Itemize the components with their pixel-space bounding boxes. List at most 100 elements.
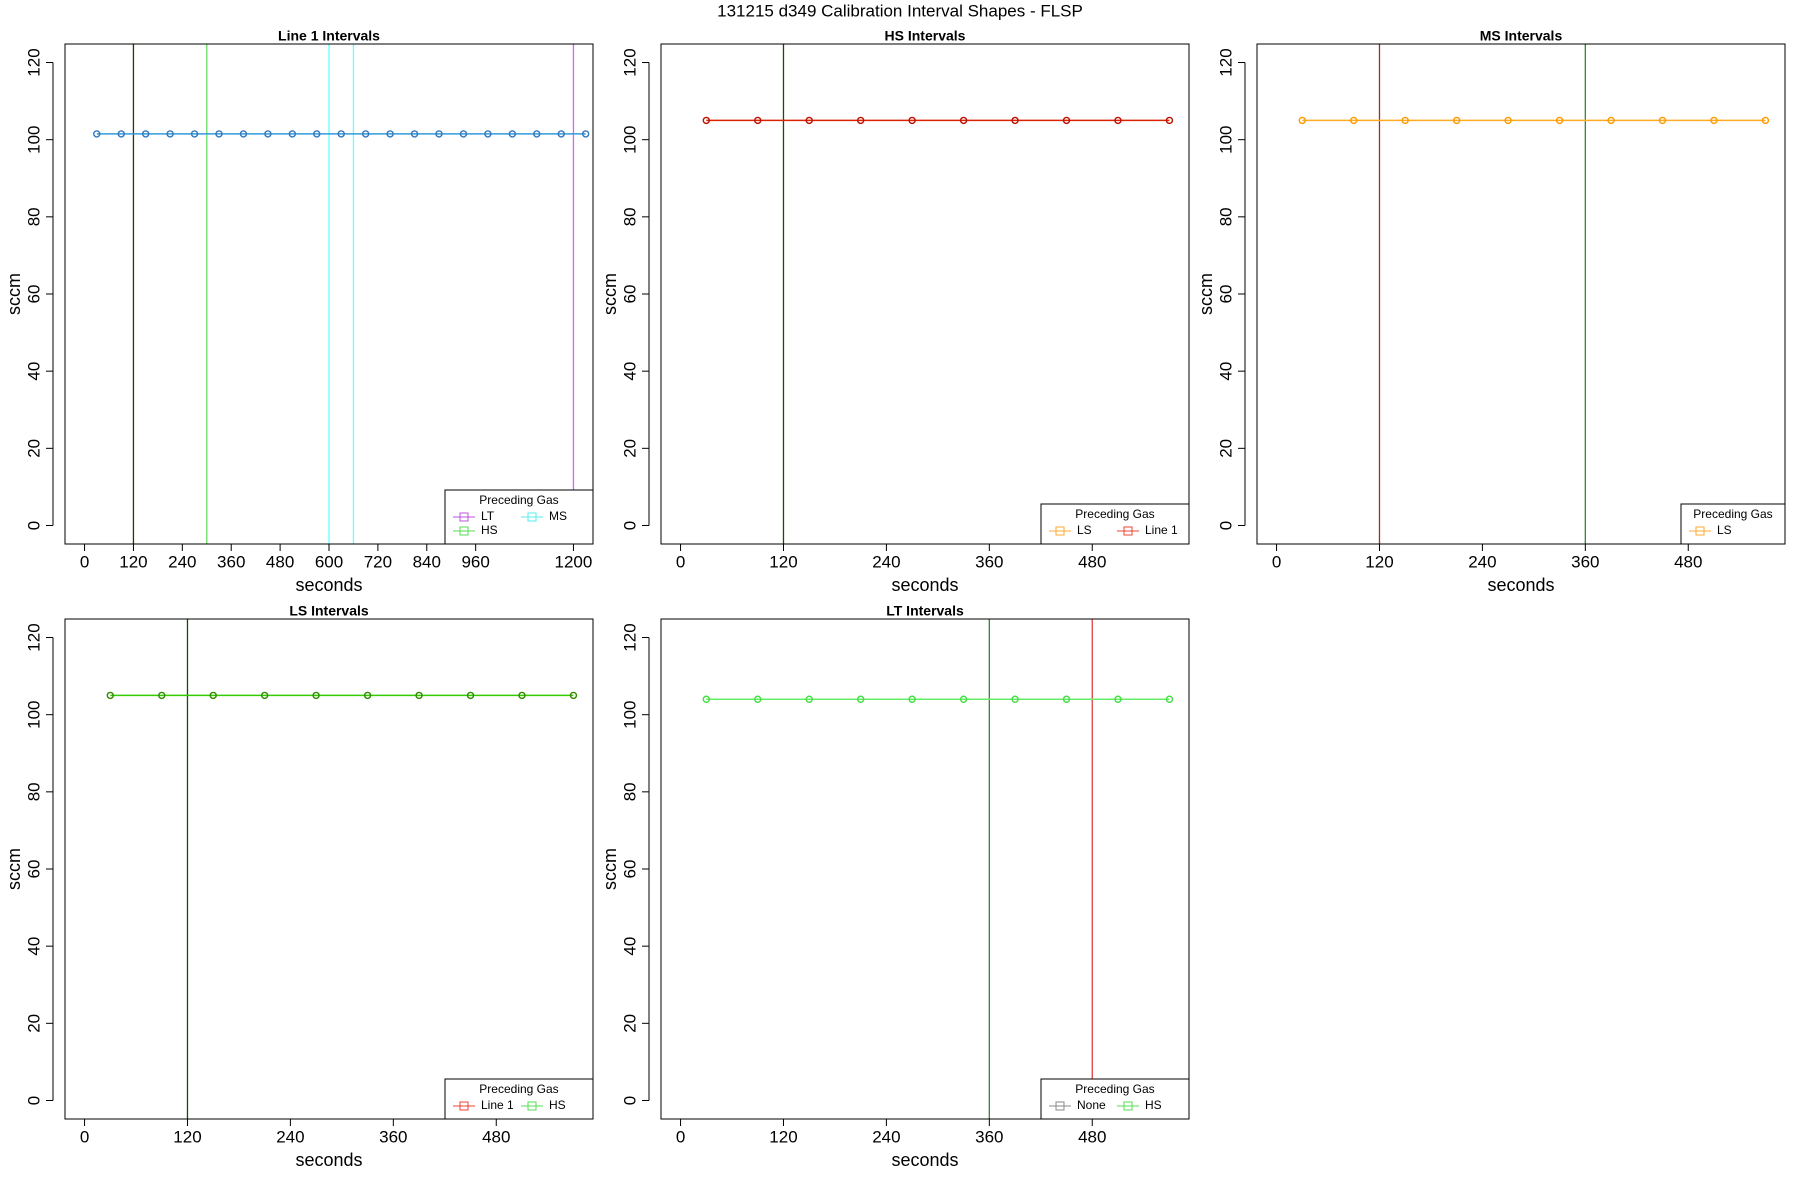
data-point: [754, 695, 762, 703]
x-tick-label: 360: [379, 1127, 407, 1146]
data-point: [702, 116, 710, 125]
data-point: [533, 130, 541, 138]
y-tick-label: 40: [24, 362, 43, 381]
x-tick-label: 1200: [555, 552, 593, 571]
data-point: [1062, 695, 1071, 703]
data-point: [1658, 116, 1667, 125]
plot-box: [660, 618, 1190, 1120]
y-tick-label: 60: [24, 860, 43, 879]
data-point: [484, 130, 492, 138]
data-point: [93, 130, 101, 138]
data-point: [805, 116, 813, 125]
x-tick-label: 0: [80, 552, 89, 571]
data-point: [508, 130, 517, 138]
x-tick-label: 360: [217, 552, 245, 571]
panel: HS Intervals seconds sccm 0 120 240 360 480 0 20 4…: [600, 28, 1190, 595]
x-axis-label: seconds: [295, 575, 362, 595]
panel-title: LS Intervals: [289, 603, 369, 619]
data-point: [209, 691, 217, 700]
y-tick-label: 100: [620, 125, 639, 153]
x-tick-label: 360: [1571, 552, 1599, 571]
data-point: [856, 695, 865, 703]
data-point: [754, 116, 762, 125]
data-point: [959, 695, 968, 703]
data-point: [1165, 695, 1174, 703]
y-tick-label: 40: [24, 937, 43, 956]
y-tick-label: 120: [620, 623, 639, 651]
data-point: [1114, 116, 1122, 125]
x-tick-label: 0: [676, 1127, 685, 1146]
x-tick-label: 240: [1468, 552, 1496, 571]
legend-label: HS: [1145, 1098, 1162, 1112]
x-tick-label: 240: [872, 1127, 900, 1146]
y-axis-label: sccm: [1196, 273, 1216, 315]
data-point: [435, 130, 443, 138]
data-point: [1165, 116, 1174, 125]
y-tick-label: 20: [620, 1014, 639, 1033]
legend-swatch: [459, 1101, 469, 1111]
data-point: [386, 130, 394, 138]
legend-label: LT: [481, 509, 495, 523]
x-axis-label: seconds: [891, 575, 958, 595]
y-tick-label: 40: [620, 362, 639, 381]
legend-swatch: [1695, 526, 1705, 536]
legend-label: Line 1: [1145, 523, 1178, 537]
data-point: [106, 691, 114, 700]
data-point: [239, 130, 248, 138]
data-point: [1011, 695, 1019, 703]
y-axis-label: sccm: [4, 848, 24, 890]
data-point: [856, 116, 865, 125]
y-tick-label: 60: [620, 860, 639, 879]
legend-label: MS: [549, 509, 567, 523]
x-tick-label: 0: [80, 1127, 89, 1146]
data-point: [166, 130, 174, 138]
legend-title: Preceding Gas: [479, 1082, 558, 1096]
data-point: [1011, 116, 1019, 125]
y-tick-label: 80: [24, 782, 43, 801]
x-axis-label: seconds: [295, 1150, 362, 1170]
x-tick-label: 240: [872, 552, 900, 571]
panel: LS Intervals seconds sccm 0 120 240 360 480 0 20 4…: [4, 603, 594, 1170]
x-tick-label: 120: [769, 552, 797, 571]
figure-title: 131215 d349 Calibration Interval Shapes …: [717, 1, 1083, 20]
x-tick-label: 480: [1078, 1127, 1106, 1146]
x-tick-label: 360: [975, 1127, 1003, 1146]
data-point: [1607, 116, 1615, 125]
y-tick-label: 60: [24, 285, 43, 304]
data-point: [908, 116, 916, 125]
data-point: [313, 130, 321, 138]
legend-label: LS: [1717, 523, 1732, 537]
y-tick-label: 80: [620, 782, 639, 801]
y-tick-label: 20: [620, 439, 639, 458]
legend-label: None: [1077, 1098, 1106, 1112]
y-axis-label: sccm: [600, 848, 620, 890]
y-tick-label: 120: [1216, 48, 1235, 76]
legend-box: [1040, 503, 1190, 545]
data-point: [141, 130, 150, 138]
data-point: [1401, 116, 1409, 125]
data-point: [702, 695, 710, 703]
y-tick-label: 80: [24, 207, 43, 226]
legend-swatch: [1123, 1101, 1133, 1111]
data-point: [805, 695, 813, 703]
legend-label: HS: [549, 1098, 566, 1112]
panel-title: HS Intervals: [885, 28, 966, 44]
y-tick-label: 80: [1216, 207, 1235, 226]
data-point: [569, 691, 578, 700]
y-tick-label: 20: [24, 439, 43, 458]
panel-title: Line 1 Intervals: [278, 28, 380, 44]
y-tick-label: 20: [24, 1014, 43, 1033]
data-point: [1350, 116, 1358, 125]
plot-box: [64, 618, 594, 1120]
x-tick-label: 960: [461, 552, 489, 571]
y-tick-label: 120: [24, 48, 43, 76]
data-point: [361, 130, 370, 138]
y-tick-label: 100: [1216, 125, 1235, 153]
data-point: [1555, 116, 1564, 125]
panel: MS Intervals seconds sccm 0 120 240 360 480 0 20 4…: [1196, 28, 1786, 595]
y-tick-label: 100: [24, 125, 43, 153]
plot-box: [64, 43, 594, 545]
data-point: [260, 691, 269, 700]
data-point: [410, 130, 419, 138]
plot-box: [1256, 43, 1786, 545]
